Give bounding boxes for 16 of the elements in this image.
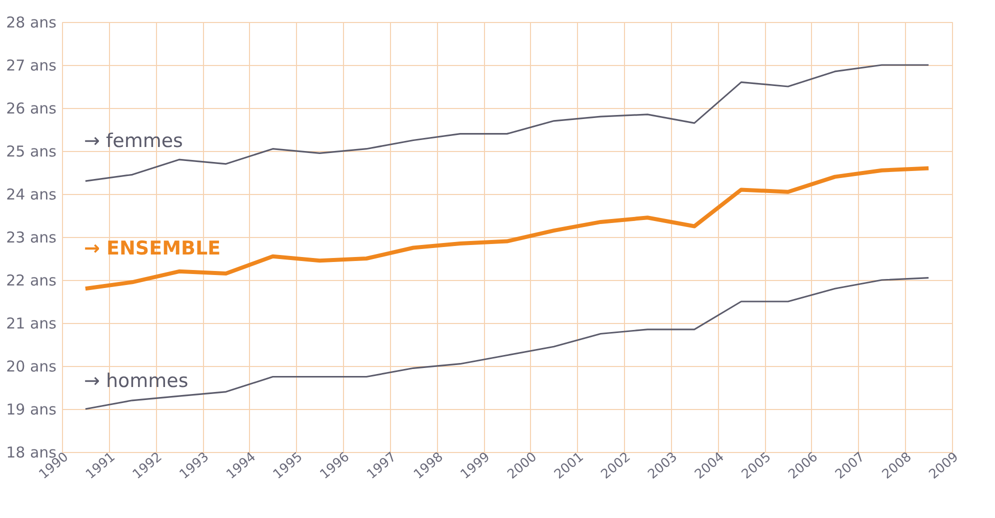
series-label: → femmes bbox=[84, 130, 183, 152]
y-tick-label: 24 ans bbox=[6, 186, 57, 204]
y-tick-label: 20 ans bbox=[6, 358, 57, 376]
y-tick-label: 27 ans bbox=[6, 56, 57, 74]
y-tick-label: 23 ans bbox=[6, 228, 57, 246]
y-tick-label: 28 ans bbox=[6, 14, 57, 32]
series-label: → hommes bbox=[84, 370, 188, 392]
y-tick-label: 21 ans bbox=[6, 314, 57, 332]
line-series bbox=[84, 64, 930, 182]
y-tick-label: 22 ans bbox=[6, 272, 57, 290]
line-series bbox=[84, 277, 930, 410]
y-tick-label: 26 ans bbox=[6, 100, 57, 118]
series-label: → ENSEMBLE bbox=[84, 238, 221, 260]
line-series bbox=[83, 166, 931, 291]
y-tick-label: 19 ans bbox=[6, 400, 57, 418]
y-tick-label: 25 ans bbox=[6, 142, 57, 160]
